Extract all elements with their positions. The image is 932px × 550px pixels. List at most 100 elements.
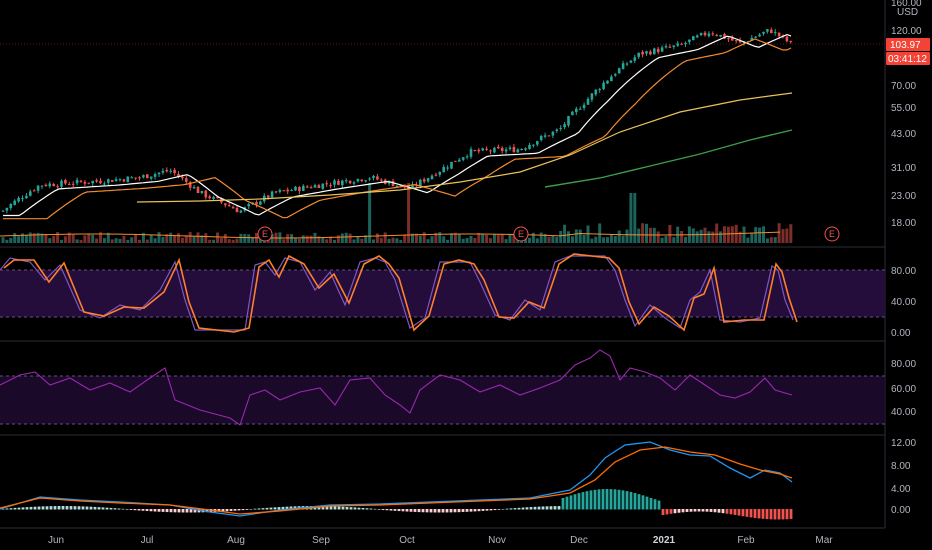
last-price-tag: 103.97 xyxy=(886,38,930,51)
stoch-band xyxy=(0,270,885,317)
volume-bar xyxy=(67,232,71,243)
candle-body xyxy=(497,146,500,149)
candle-body xyxy=(567,116,570,126)
volume-bar xyxy=(391,237,395,243)
candle-body xyxy=(617,68,621,74)
candle-body xyxy=(731,37,734,41)
candle-body xyxy=(520,149,523,151)
volume-bar xyxy=(668,224,672,243)
volume-bar xyxy=(750,233,754,243)
candle-body xyxy=(161,170,165,173)
volume-bar xyxy=(91,234,95,243)
volume-bar xyxy=(360,238,364,243)
price-tick: 160.00 xyxy=(891,0,922,9)
macd-histogram-bar xyxy=(381,509,385,510)
rsi-axis[interactable]: 80.00 60.00 40.00 xyxy=(891,359,916,418)
candle-body xyxy=(52,184,55,187)
macd-histogram-bar xyxy=(469,509,473,512)
volume-bar xyxy=(567,231,570,243)
earnings-marker[interactable]: E xyxy=(257,226,273,242)
volume-bar xyxy=(99,232,102,243)
candle-body xyxy=(504,149,508,152)
volume-bar xyxy=(372,239,375,243)
volume-bar xyxy=(219,238,223,243)
macd-histogram-bar xyxy=(625,491,629,510)
rsi-band xyxy=(0,376,885,424)
macd-histogram-bar xyxy=(189,509,193,513)
earnings-marker[interactable]: E xyxy=(824,226,840,242)
volume-bar xyxy=(754,227,758,243)
candle-body xyxy=(344,180,348,182)
candle-body xyxy=(185,178,188,182)
volume-bar xyxy=(730,226,734,243)
macd-histogram-bar xyxy=(745,509,749,517)
macd-histogram-bar xyxy=(705,509,709,512)
candle-body xyxy=(770,29,773,34)
candle-body xyxy=(83,182,87,184)
volume-bar xyxy=(364,235,368,243)
candle-body xyxy=(719,34,722,37)
volume-bar xyxy=(621,235,625,243)
candle-body xyxy=(703,32,707,36)
volume-bar xyxy=(60,239,63,243)
macd-histogram-bar xyxy=(109,507,113,510)
volume-bar xyxy=(578,229,582,243)
svg-text:E: E xyxy=(518,229,524,239)
volume-bar xyxy=(742,226,746,243)
candle-body xyxy=(715,34,718,36)
macd-histogram-bar xyxy=(57,506,61,510)
macd-histogram-bar xyxy=(449,509,453,513)
candle-body xyxy=(13,200,16,205)
stoch-axis[interactable]: 80.00 40.00 0.00 xyxy=(891,266,916,339)
volume-bar xyxy=(469,235,473,243)
candle-body xyxy=(87,182,91,184)
volume-bar xyxy=(9,237,13,243)
macd-histogram-bar xyxy=(225,509,229,512)
candle-body xyxy=(91,180,94,184)
candle-body xyxy=(309,187,313,189)
macd-histogram-bar xyxy=(413,509,417,512)
macd-tick: 4.00 xyxy=(891,484,911,495)
macd-histogram-bar xyxy=(789,509,793,519)
macd-histogram-bar xyxy=(369,508,373,510)
candle-body xyxy=(551,131,555,136)
candle-body xyxy=(224,203,227,206)
candle-body xyxy=(536,141,539,145)
candle-body xyxy=(391,181,395,187)
candle-body xyxy=(110,180,114,182)
macd-histogram-bar xyxy=(45,506,49,510)
volume-bar xyxy=(500,234,504,243)
candle-body xyxy=(754,36,757,38)
volume-bar xyxy=(453,232,457,243)
candle-body xyxy=(48,183,52,187)
candle-body xyxy=(204,190,208,198)
volume-bar xyxy=(208,239,212,243)
volume-bar xyxy=(204,233,208,243)
macd-histogram-bar xyxy=(85,506,89,510)
volume-bar xyxy=(711,231,715,243)
price-axis[interactable]: 160.00 USD 120.00 70.00 55.00 43.00 31.0… xyxy=(891,0,922,229)
volume-bar xyxy=(528,237,531,243)
macd-axis[interactable]: 12.00 8.00 4.00 0.00 xyxy=(891,438,916,516)
macd-histogram-bar xyxy=(429,509,433,513)
macd-histogram-bar xyxy=(93,506,97,510)
earnings-marker[interactable]: E xyxy=(513,226,529,242)
volume-bar xyxy=(333,239,336,243)
macd-histogram-bar xyxy=(589,490,593,510)
volume-bar xyxy=(695,231,699,243)
candle-body xyxy=(29,191,32,196)
volume-bar xyxy=(83,235,87,243)
time-axis[interactable]: Jun Jul Aug Sep Oct Nov Dec 2021 Feb Mar xyxy=(48,535,833,546)
macd-histogram-bar xyxy=(133,509,137,511)
volume-bar xyxy=(32,233,36,243)
volume-bar xyxy=(719,231,723,243)
candle-body xyxy=(99,180,102,184)
volume-bar xyxy=(216,232,219,243)
volume-bar xyxy=(606,237,609,243)
volume-bar xyxy=(723,226,726,243)
macd-histogram-bar xyxy=(617,489,621,510)
candle-body xyxy=(173,169,176,174)
candle-body xyxy=(750,37,754,41)
volume-bar xyxy=(547,236,551,243)
